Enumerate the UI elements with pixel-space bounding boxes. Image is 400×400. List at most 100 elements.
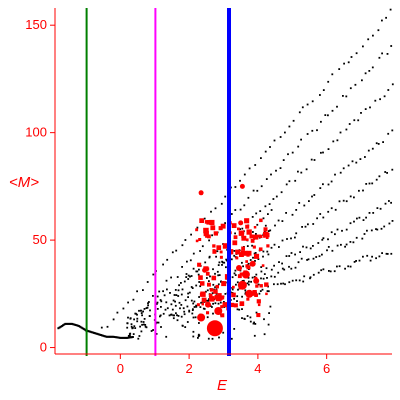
black-point xyxy=(269,229,272,232)
red-point xyxy=(195,228,199,232)
black-point xyxy=(340,243,342,246)
black-point xyxy=(263,333,266,336)
black-point xyxy=(253,252,256,255)
black-point xyxy=(222,261,224,264)
black-point xyxy=(345,228,348,231)
black-point xyxy=(303,204,306,207)
black-curve-point xyxy=(66,322,69,325)
black-point xyxy=(192,308,194,311)
black-point xyxy=(375,142,378,145)
black-point xyxy=(369,106,371,109)
black-point xyxy=(318,255,321,258)
black-point xyxy=(327,246,330,248)
black-curve-point xyxy=(107,335,110,338)
black-point xyxy=(116,311,119,314)
black-point xyxy=(126,322,129,325)
black-point xyxy=(330,180,333,183)
red-point xyxy=(220,295,225,300)
black-point xyxy=(220,202,223,205)
black-point xyxy=(327,238,329,241)
black-point xyxy=(236,308,239,311)
black-curve-point xyxy=(105,335,108,338)
black-point xyxy=(187,274,190,277)
black-point xyxy=(298,111,301,114)
black-point xyxy=(166,288,168,291)
black-point xyxy=(178,301,181,304)
black-point xyxy=(356,217,358,220)
black-point xyxy=(290,237,292,240)
red-point xyxy=(250,239,255,243)
black-point xyxy=(278,261,280,263)
red-point xyxy=(254,253,260,259)
black-point xyxy=(349,265,352,268)
black-point xyxy=(223,261,226,264)
black-curve-point xyxy=(71,322,74,325)
black-point xyxy=(146,306,149,309)
red-point xyxy=(213,231,218,236)
black-point xyxy=(143,323,145,326)
black-point xyxy=(353,261,356,263)
black-curve-point xyxy=(76,324,79,327)
black-point xyxy=(344,267,346,270)
red-point xyxy=(212,249,216,252)
black-point xyxy=(390,45,393,47)
black-point xyxy=(300,171,303,174)
black-point xyxy=(297,261,300,264)
red-point xyxy=(259,284,263,288)
black-curve-point xyxy=(118,336,121,339)
black-point xyxy=(362,45,364,48)
red-point xyxy=(233,303,238,308)
black-curve-point xyxy=(68,322,71,325)
red-point xyxy=(239,183,245,189)
black-curve-point xyxy=(70,322,72,325)
black-point xyxy=(235,283,237,286)
red-point xyxy=(232,285,235,289)
black-point xyxy=(112,318,115,321)
red-point xyxy=(243,270,247,274)
black-point xyxy=(147,302,149,305)
black-point xyxy=(174,289,177,291)
black-point xyxy=(288,265,290,268)
black-curve-point xyxy=(112,335,115,338)
black-point xyxy=(150,330,153,332)
red-point xyxy=(239,272,243,276)
black-point xyxy=(199,250,201,252)
black-point xyxy=(288,255,291,257)
red-point xyxy=(264,282,269,287)
black-point xyxy=(248,167,251,170)
black-curve-point xyxy=(87,330,90,333)
black-point xyxy=(187,292,189,295)
black-curve-point xyxy=(126,336,129,339)
black-point xyxy=(155,333,158,335)
black-point xyxy=(233,272,236,275)
black-point xyxy=(243,173,246,176)
red-point xyxy=(215,284,219,289)
red-point xyxy=(207,234,211,239)
black-point xyxy=(343,62,345,65)
red-point xyxy=(257,303,261,307)
black-point xyxy=(234,232,236,235)
red-point xyxy=(201,297,207,303)
black-point xyxy=(239,228,241,230)
black-point xyxy=(262,277,265,280)
black-point xyxy=(322,268,325,271)
black-point xyxy=(261,288,264,291)
black-point xyxy=(380,227,383,230)
black-point xyxy=(127,316,129,319)
black-point xyxy=(338,68,341,70)
black-point xyxy=(285,183,288,186)
black-point xyxy=(136,313,138,316)
y-tick-label: 0 xyxy=(40,340,47,355)
black-point xyxy=(189,259,192,262)
red-point xyxy=(222,243,229,249)
black-point xyxy=(251,276,254,279)
black-point xyxy=(249,320,252,323)
black-point xyxy=(264,205,267,208)
black-curve-point xyxy=(60,325,63,328)
black-point xyxy=(295,279,298,282)
black-point xyxy=(288,180,291,183)
black-point xyxy=(257,258,260,260)
black-point xyxy=(260,185,263,188)
black-point xyxy=(255,233,257,235)
black-point xyxy=(258,292,261,295)
